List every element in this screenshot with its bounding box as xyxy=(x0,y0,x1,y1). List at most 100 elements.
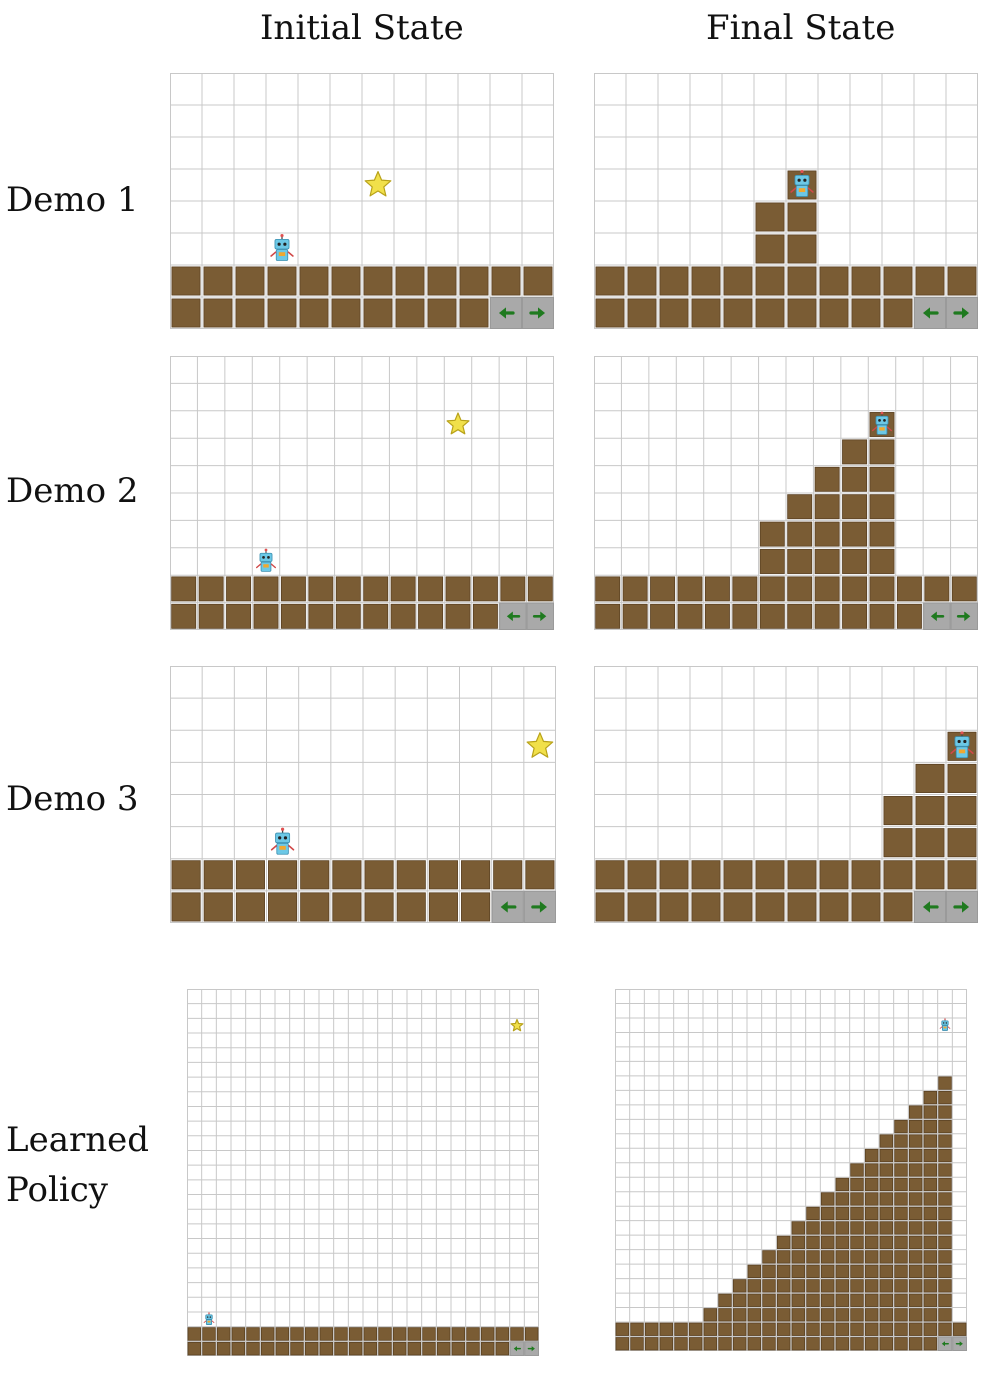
dirt-block xyxy=(787,892,817,922)
dirt-block xyxy=(938,1221,952,1235)
dirt-block xyxy=(850,1221,864,1235)
dirt-block xyxy=(791,1308,806,1322)
dirt-block xyxy=(864,1293,879,1307)
dirt-block xyxy=(787,603,813,629)
dirt-block xyxy=(267,298,297,328)
dirt-block xyxy=(688,1322,703,1336)
dirt-block xyxy=(915,796,945,826)
dirt-block xyxy=(879,1337,894,1351)
dirt-block xyxy=(280,603,306,629)
dirt-block xyxy=(947,828,977,858)
dirt-block xyxy=(947,796,977,826)
dirt-block xyxy=(235,892,265,922)
robot-icon xyxy=(790,169,814,197)
arrow-right-icon xyxy=(953,307,970,319)
dirt-block xyxy=(835,1192,850,1206)
dirt-block xyxy=(938,1235,952,1250)
dirt-block xyxy=(894,1279,908,1293)
dirt-block xyxy=(923,1279,938,1293)
dirt-block xyxy=(235,298,265,328)
gridworld-svg xyxy=(594,73,978,329)
dirt-block xyxy=(231,1327,246,1341)
dirt-block xyxy=(363,603,389,629)
dirt-block xyxy=(755,298,785,328)
dirt-block xyxy=(864,1337,879,1351)
dirt-block xyxy=(879,1293,894,1307)
dirt-block xyxy=(842,603,868,629)
dirt-block xyxy=(923,1163,938,1177)
dirt-block xyxy=(791,1264,806,1278)
dirt-block xyxy=(806,1250,820,1264)
dirt-block xyxy=(879,1192,894,1206)
dirt-block xyxy=(820,1192,835,1206)
dirt-block xyxy=(493,860,523,890)
dirt-block xyxy=(422,1341,436,1356)
dirt-block xyxy=(819,298,849,328)
dirt-block xyxy=(723,298,753,328)
dirt-block xyxy=(335,576,361,602)
dirt-block xyxy=(407,1341,422,1356)
dirt-block xyxy=(644,1337,659,1351)
dirt-block xyxy=(171,603,197,629)
dirt-block xyxy=(267,266,297,296)
dirt-block xyxy=(791,1322,806,1336)
arrow-right-icon xyxy=(531,901,547,913)
dirt-block xyxy=(938,1264,952,1278)
control-left-cell xyxy=(914,890,946,923)
dirt-block xyxy=(171,266,201,296)
dirt-block xyxy=(908,1192,923,1206)
dirt-block xyxy=(691,860,721,890)
dirt-block xyxy=(723,892,753,922)
dirt-block xyxy=(820,1308,835,1322)
dirt-block xyxy=(732,1279,747,1293)
dirt-block xyxy=(691,298,721,328)
dirt-block xyxy=(627,266,657,296)
dirt-block xyxy=(231,1341,246,1356)
dirt-block xyxy=(850,1206,864,1221)
dirt-block xyxy=(806,1337,820,1351)
dirt-block xyxy=(407,1327,422,1341)
dirt-block xyxy=(908,1293,923,1307)
dirt-block xyxy=(850,1163,864,1177)
dirt-block xyxy=(842,521,868,547)
dirt-block xyxy=(851,860,881,890)
dirt-block xyxy=(396,860,426,890)
dirt-block xyxy=(762,1264,776,1278)
learned-policy-initial-panel xyxy=(187,989,539,1356)
dirt-block xyxy=(747,1308,762,1322)
dirt-block xyxy=(938,1322,952,1336)
dirt-block xyxy=(938,1177,952,1192)
robot-icon xyxy=(255,548,277,572)
dirt-block xyxy=(319,1327,334,1341)
dirt-block xyxy=(595,603,621,629)
row-label-demo-2: Demo 2 xyxy=(6,471,139,511)
star-icon xyxy=(364,170,392,197)
dirt-block xyxy=(908,1163,923,1177)
column-title-initial: Initial State xyxy=(260,8,464,48)
dirt-block xyxy=(879,1206,894,1221)
dirt-block xyxy=(762,1337,776,1351)
dirt-block xyxy=(235,266,265,296)
dirt-block xyxy=(732,1308,747,1322)
dirt-block xyxy=(869,439,895,465)
dirt-block xyxy=(814,549,840,574)
dirt-block xyxy=(171,860,201,890)
dirt-block xyxy=(703,1322,718,1336)
dirt-block xyxy=(938,1293,952,1307)
dirt-block xyxy=(791,1279,806,1293)
dirt-block xyxy=(883,892,913,922)
dirt-block xyxy=(732,1293,747,1307)
dirt-block xyxy=(466,1341,480,1356)
dirt-block xyxy=(835,1322,850,1336)
dirt-block xyxy=(445,576,471,602)
dirt-block xyxy=(883,860,913,890)
dirt-block xyxy=(938,1250,952,1264)
arrow-left-icon xyxy=(513,1346,521,1352)
dirt-block xyxy=(864,1235,879,1250)
dirt-block xyxy=(938,1192,952,1206)
dirt-block xyxy=(319,1341,334,1356)
dirt-block xyxy=(820,1235,835,1250)
dirt-block xyxy=(879,1163,894,1177)
robot-icon xyxy=(939,1018,951,1031)
dirt-block xyxy=(445,603,471,629)
